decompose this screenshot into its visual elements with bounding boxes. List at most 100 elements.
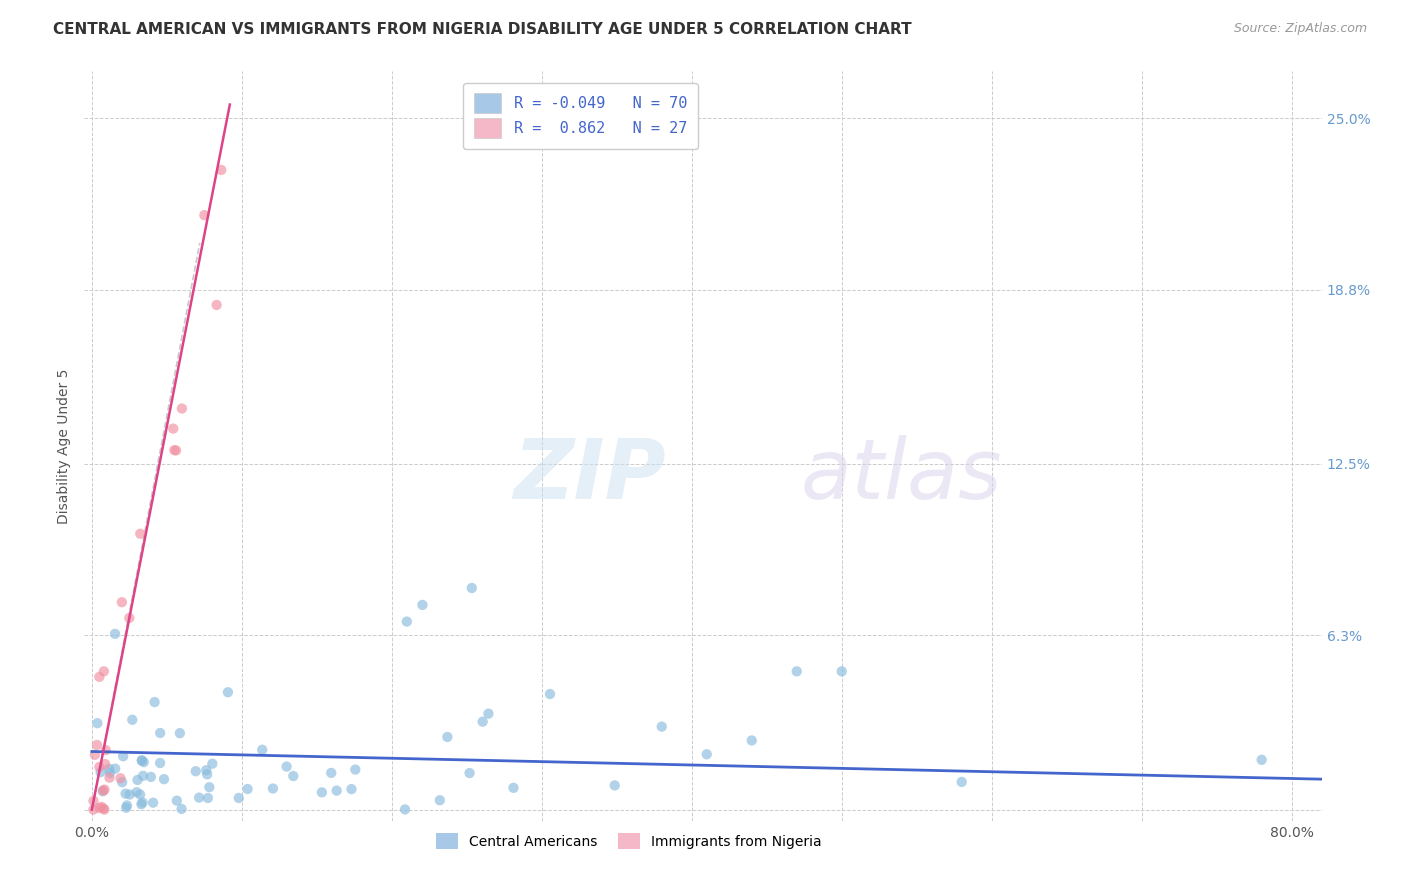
Point [188,790,211,805]
Point [696,747,718,762]
Point [112,749,135,764]
Point [169,726,191,740]
Point [217,685,239,699]
Point [142,796,165,810]
Point [651,720,673,734]
Text: Source: ZipAtlas.com: Source: ZipAtlas.com [1233,22,1367,36]
Point [83,747,105,762]
Point [91,784,114,798]
Point [184,764,207,779]
Point [93,801,115,815]
Point [86,716,108,731]
Point [166,794,188,808]
Point [118,788,141,802]
Point [950,775,973,789]
Point [98,771,121,785]
Point [94,757,117,772]
Point [831,665,853,679]
Point [170,401,193,416]
Point [429,793,451,807]
Point [132,769,155,783]
Point [132,755,155,769]
Point [149,726,172,740]
Text: atlas: atlas [800,435,1002,516]
Point [91,783,114,797]
Point [153,772,176,787]
Point [603,778,626,792]
Point [538,687,561,701]
Point [458,766,481,780]
Point [471,714,494,729]
Point [139,770,162,784]
Point [121,713,143,727]
Point [283,769,305,783]
Point [163,443,186,458]
Point [201,756,224,771]
Y-axis label: Disability Age Under 5: Disability Age Under 5 [58,368,72,524]
Point [104,627,127,641]
Point [114,787,136,801]
Point [90,765,112,780]
Point [98,766,121,780]
Point [162,422,184,436]
Point [1250,753,1272,767]
Point [93,803,115,817]
Point [143,695,166,709]
Point [115,801,138,815]
Point [311,785,333,799]
Point [236,782,259,797]
Point [276,759,298,773]
Point [461,581,484,595]
Point [129,788,152,802]
Point [209,163,232,178]
Point [411,598,433,612]
Point [170,802,193,816]
Point [111,775,134,789]
Point [344,763,367,777]
Point [252,743,274,757]
Point [436,730,458,744]
Point [111,595,134,609]
Point [104,762,127,776]
Point [741,733,763,747]
Point [195,763,218,777]
Point [129,526,152,541]
Point [115,798,138,813]
Point [198,780,221,795]
Point [125,785,148,799]
Point [205,298,228,312]
Point [127,772,149,787]
Point [82,803,104,817]
Point [89,670,111,684]
Point [193,208,215,222]
Point [228,791,250,805]
Point [98,762,121,776]
Point [262,781,284,796]
Point [395,615,418,629]
Point [131,796,153,810]
Point [131,754,153,768]
Point [93,782,115,797]
Legend: Central Americans, Immigrants from Nigeria: Central Americans, Immigrants from Niger… [430,828,828,855]
Point [93,665,115,679]
Point [165,443,187,458]
Point [197,791,219,805]
Point [786,665,808,679]
Point [321,765,343,780]
Point [325,783,347,797]
Point [394,802,416,816]
Point [477,706,499,721]
Point [131,797,153,812]
Point [89,801,111,815]
Point [82,794,104,808]
Point [94,743,117,757]
Point [118,611,141,625]
Point [340,782,363,797]
Point [110,771,132,785]
Text: ZIP: ZIP [513,435,666,516]
Text: CENTRAL AMERICAN VS IMMIGRANTS FROM NIGERIA DISABILITY AGE UNDER 5 CORRELATION C: CENTRAL AMERICAN VS IMMIGRANTS FROM NIGE… [53,22,912,37]
Point [195,767,218,781]
Point [90,800,112,814]
Point [86,738,108,752]
Point [131,753,153,767]
